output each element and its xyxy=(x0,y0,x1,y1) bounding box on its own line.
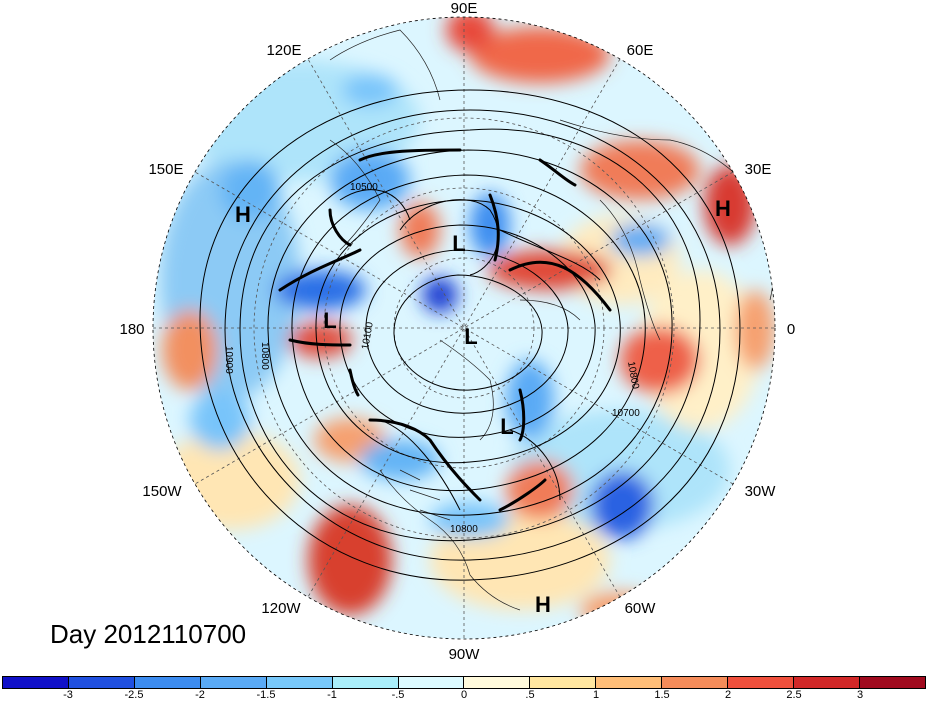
polar-map: 10500 10800 10900 10100 10800 10700 1080… xyxy=(119,0,795,660)
high-north-pacific: H xyxy=(235,202,251,227)
colorbar-swatch xyxy=(596,677,663,688)
high-caribbean: H xyxy=(535,592,551,617)
colorbar-tick-label: 0 xyxy=(460,689,468,701)
coastlines xyxy=(329,29,774,611)
colorbar-swatch xyxy=(859,677,925,688)
lon-label: 120W xyxy=(261,600,301,617)
day-label: Day 2012110700 xyxy=(50,619,247,649)
lon-label: 0 xyxy=(787,321,795,338)
colorbar-swatch xyxy=(3,677,69,688)
colorbar-swatch xyxy=(68,677,135,688)
lon-label: 60E xyxy=(627,42,654,59)
colorbar-tick-label: 1.5 xyxy=(654,689,670,701)
colorbar-swatch xyxy=(398,677,465,688)
map-boundary xyxy=(152,16,776,640)
low-pole: L xyxy=(464,324,477,349)
colorbar-swatch xyxy=(794,677,860,688)
colorbar-tick-label: 2 xyxy=(724,689,732,701)
lon-label: 30W xyxy=(745,483,777,500)
lon-label: 120E xyxy=(266,42,301,59)
jet-contours xyxy=(278,148,612,512)
contour-label: 10800 xyxy=(625,361,641,391)
contour-label: 10100 xyxy=(360,321,376,351)
colorbar-tick-label: 2.5 xyxy=(786,689,802,701)
lon-label: 180 xyxy=(119,321,144,338)
lon-label: 150W xyxy=(142,483,182,500)
colorbar-tick-label: .5 xyxy=(525,689,535,701)
colorbar-tick-label: -1 xyxy=(327,689,337,701)
colorbar-swatch xyxy=(332,677,399,688)
contour-label: 10800 xyxy=(259,342,270,370)
contour-label: 10900 xyxy=(223,346,234,374)
colorbar xyxy=(2,676,926,689)
lon-label: 90E xyxy=(451,0,478,17)
contour-labels: 10500 10800 10900 10100 10800 10700 1080… xyxy=(223,182,641,535)
lon-label: 30E xyxy=(745,161,772,178)
colorbar-swatch xyxy=(200,677,267,688)
contour-label: 10500 xyxy=(350,182,378,193)
colorbar-swatch xyxy=(728,677,795,688)
colorbar-tick-label: -2 xyxy=(195,689,205,701)
contour-label: 10700 xyxy=(612,408,640,419)
lon-label: 90W xyxy=(449,646,481,660)
colorbar-tick-label: 1 xyxy=(592,689,600,701)
colorbar-tick-label: -3 xyxy=(63,689,73,701)
colorbar-swatch xyxy=(464,677,531,688)
colorbar-swatch xyxy=(266,677,333,688)
colorbar-swatch xyxy=(662,677,729,688)
low-bering: L xyxy=(323,308,336,333)
colorbar-swatch xyxy=(134,677,201,688)
lon-label: 60W xyxy=(625,600,657,617)
colorbar-swatch xyxy=(530,677,597,688)
pressure-centers: H H H L L L L xyxy=(235,196,731,617)
low-siberia: L xyxy=(452,231,465,256)
high-europe: H xyxy=(715,196,731,221)
longitude-labels: 90E 60E 30E 0 30W 60W 90W 120W 150W 180 … xyxy=(119,0,795,660)
lon-label: 150E xyxy=(148,161,183,178)
colorbar-tick-labels: -3 -2.5 -2 -1.5 -1 -.5 0 .5 1 1.5 2 2.5 3 xyxy=(2,689,926,702)
graticule xyxy=(153,17,775,639)
low-labrador: L xyxy=(500,414,513,439)
colorbar-tick-label: -1.5 xyxy=(256,689,276,701)
height-contours xyxy=(199,89,741,581)
contour-label: 10800 xyxy=(450,524,478,535)
colorbar-tick-label: -2.5 xyxy=(124,689,144,701)
colorbar-tick-label: 3 xyxy=(856,689,864,701)
colorbar-tick-label: -.5 xyxy=(391,689,405,701)
